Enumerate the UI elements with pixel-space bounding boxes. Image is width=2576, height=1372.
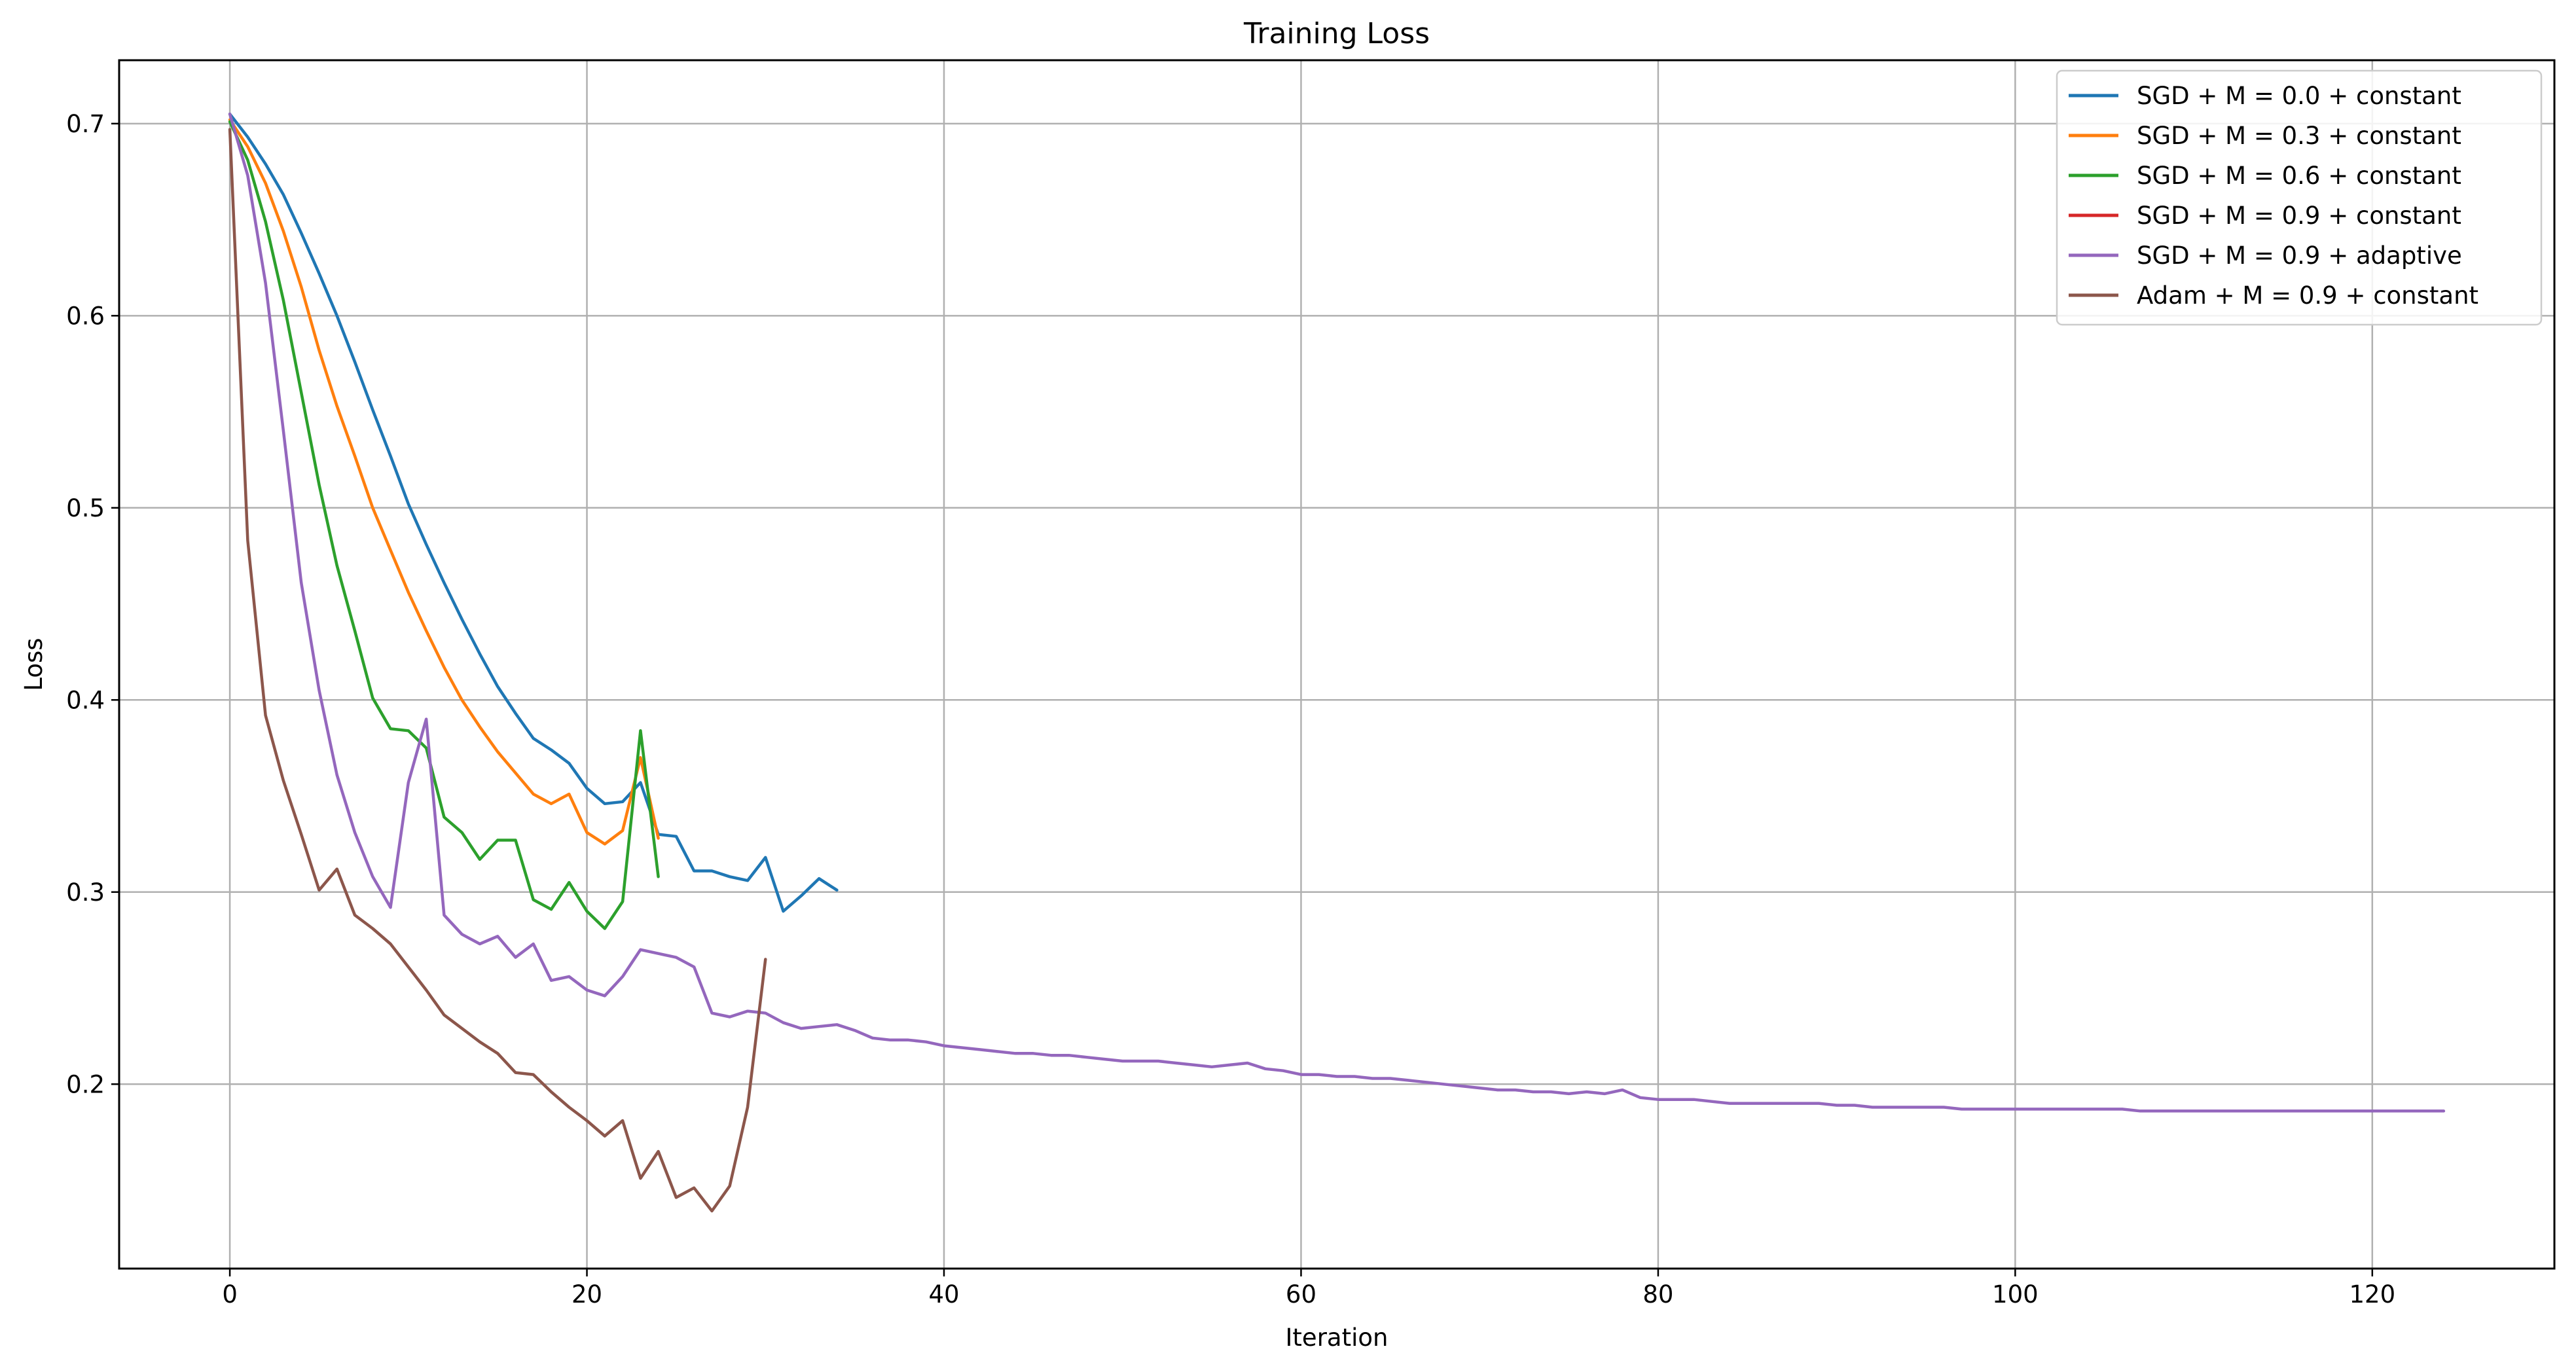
legend-label-3: SGD + M = 0.6 + constant — [2137, 162, 2461, 190]
series-line-6 — [228, 128, 767, 1213]
legend-label-6: Adam + M = 0.9 + constant — [2137, 281, 2478, 310]
x-tick-label: 80 — [1642, 1280, 1673, 1309]
series-line-3 — [228, 120, 660, 930]
series-line-5 — [228, 112, 2446, 1113]
x-tick-label: 60 — [1286, 1280, 1316, 1309]
x-axis-ticks: 0 20 40 60 80 100 120 — [222, 1269, 2395, 1309]
x-tick-label: 20 — [571, 1280, 602, 1309]
y-tick-label: 0.5 — [66, 494, 105, 522]
series-line-1 — [228, 112, 839, 913]
legend-label-2: SGD + M = 0.3 + constant — [2137, 122, 2461, 150]
grid-lines — [119, 60, 2554, 1269]
chart-title: Training Loss — [1243, 17, 1430, 50]
y-tick-label: 0.3 — [66, 878, 105, 907]
plot-frame — [118, 59, 2556, 1270]
x-tick-label: 100 — [1992, 1280, 2039, 1309]
y-tick-label: 0.7 — [66, 110, 105, 138]
x-tick-label: 40 — [928, 1280, 959, 1309]
series-line-2 — [228, 118, 660, 846]
legend-box — [2056, 69, 2543, 326]
y-tick-label: 0.4 — [66, 686, 105, 714]
x-tick-label: 0 — [222, 1280, 238, 1309]
legend-label-1: SGD + M = 0.0 + constant — [2137, 82, 2461, 110]
series-lines — [228, 112, 2446, 1213]
x-tick-label: 120 — [2349, 1280, 2396, 1309]
legend: SGD + M = 0.0 + constant SGD + M = 0.3 + … — [2056, 69, 2543, 326]
y-tick-label: 0.2 — [66, 1070, 105, 1098]
y-axis-label: Loss — [20, 638, 48, 691]
legend-label-4: SGD + M = 0.9 + constant — [2137, 202, 2461, 230]
y-tick-label: 0.6 — [66, 302, 105, 330]
x-axis-label: Iteration — [1286, 1324, 1388, 1352]
y-axis-ticks: 0.2 0.3 0.4 0.5 0.6 0.7 — [66, 110, 119, 1098]
legend-label-5: SGD + M = 0.9 + adaptive — [2137, 242, 2462, 270]
